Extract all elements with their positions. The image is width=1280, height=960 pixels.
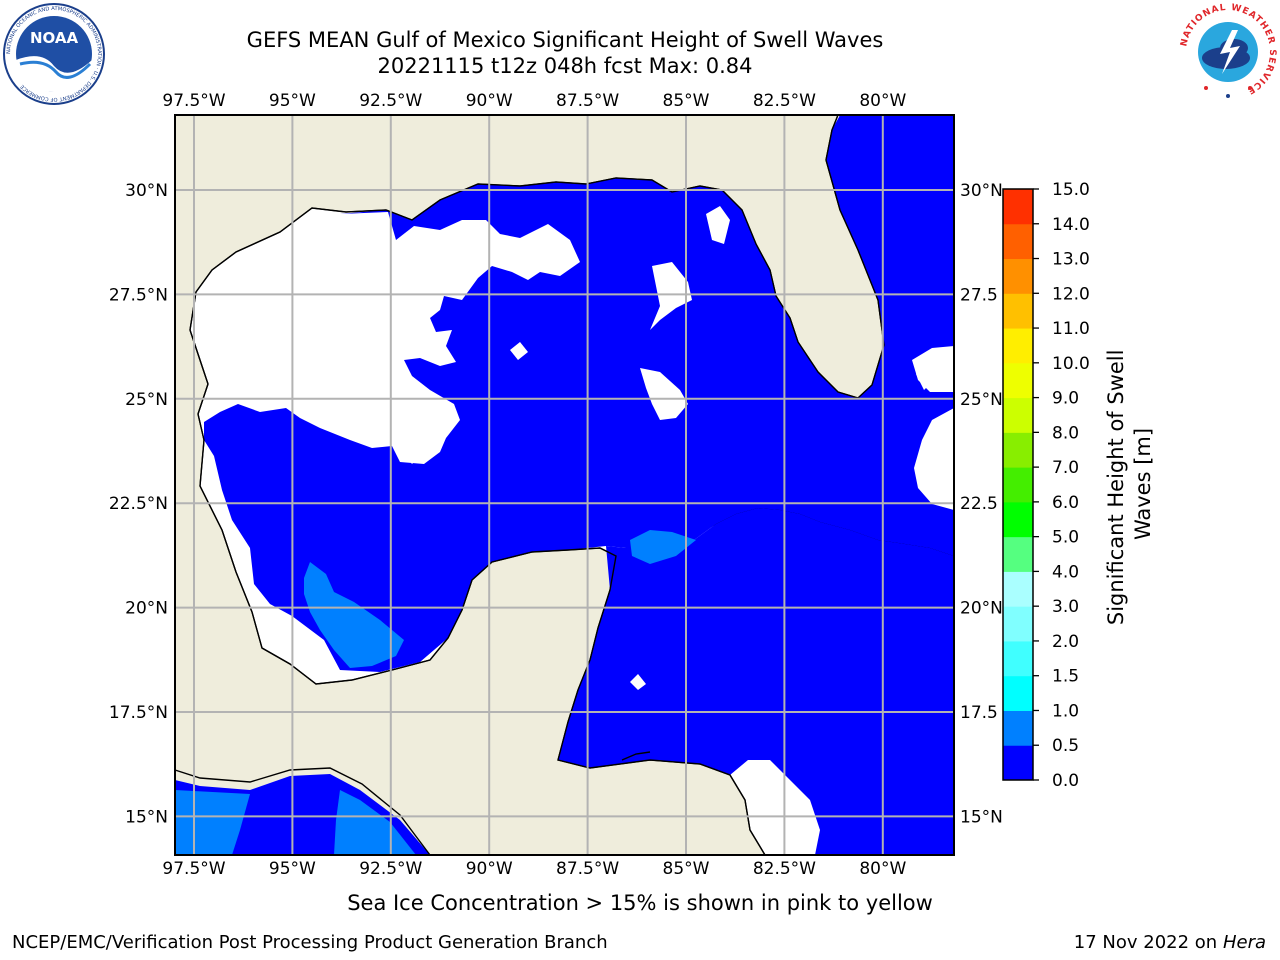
colorbar-band [1003,397,1033,433]
swell-gap-3 [404,446,420,464]
latitude-label-right: 15°N [960,807,1003,827]
colorbar-band [1003,710,1033,746]
colorbar-tick-label: 0.5 [1052,736,1079,756]
colorbar-band [1003,189,1033,225]
latitude-label-right: 22.5 [960,494,998,514]
longitude-label-top: 90°W [466,91,513,111]
credit-line: NCEP/EMC/Verification Post Processing Pr… [12,932,608,953]
svg-text:NOAA: NOAA [30,29,79,47]
colorbar-band [1003,536,1033,572]
latitude-label-right: 20°N [960,599,1003,619]
colorbar-band [1003,745,1033,781]
latitude-label-left: 25°N [125,390,168,410]
colorbar-tick-label: 1.0 [1052,701,1079,721]
colorbar-tick-label: 1.5 [1052,667,1079,687]
chart-subtitle: 20221115 t12z 048h fcst Max: 0.84 [377,54,753,78]
colorbar-tick-label: 4.0 [1052,562,1079,582]
swell-band-0.5-1.0-pacific-2 [334,790,416,855]
colorbar-band [1003,432,1033,468]
colorbar-bands [1003,189,1033,781]
longitude-labels-top: 97.5°W 95°W 92.5°W 90°W 87.5°W 85°W 82.5°W 80°W [162,91,906,111]
sea-ice-note: Sea Ice Concentration > 15% is shown in … [347,891,933,915]
longitude-labels-bottom: 97.5°W 95°W 92.5°W 90°W 87.5°W 85°W 82.5°W 80°W [162,859,906,879]
colorbar-tick-label: 11.0 [1052,319,1090,339]
longitude-label-top: 85°W [663,91,710,111]
colorbar-tick-label: 6.0 [1052,493,1079,513]
swell-band-0.5-1.0-bay-campeche [304,562,404,668]
swell-band-0.5-1.0-yucatan [630,530,696,564]
coastline [174,114,885,856]
colorbar-tick-label: 0.0 [1052,771,1079,791]
colorbar: 0.0 0.5 1.0 1.5 2.0 3.0 4.0 5.0 6.0 7.0 8.0 9.0 10.0… [1002,180,1155,791]
nws-logo: NATIONAL WEATHER SERVICE [1178,2,1278,102]
gridlines [175,115,954,855]
colorbar-tick-label: 8.0 [1052,423,1079,443]
colorbar-band [1003,640,1033,677]
longitude-label-bottom: 90°W [466,859,513,879]
chart-title: GEFS MEAN Gulf of Mexico Significant Hei… [246,28,884,52]
noaa-logo: NATIONAL OCEANIC AND ATMOSPHERIC ADMINIS… [3,3,105,105]
colorbar-tick-label: 13.0 [1052,250,1090,270]
longitude-label-top: 87.5°W [556,91,619,111]
swell-gap-2 [630,674,646,690]
latitude-label-left: 15°N [125,807,168,827]
colorbar-tick-label: 15.0 [1052,180,1090,200]
colorbar-ticks: 0.0 0.5 1.0 1.5 2.0 3.0 4.0 5.0 6.0 7.0 8.0 9.0 10.0… [1033,180,1090,791]
longitude-label-top: 82.5°W [753,91,816,111]
latitude-label-right: 27.5 [960,285,998,305]
colorbar-band [1003,675,1033,711]
longitude-label-top: 80°W [859,91,906,111]
latitude-label-left: 22.5°N [109,494,168,514]
colorbar-band [1003,606,1033,642]
latitude-label-left: 20°N [125,599,168,619]
latitude-label-right: 30°N [960,181,1003,201]
longitude-label-top: 95°W [269,91,316,111]
latitude-labels-left: 30°N 27.5°N 25°N 22.5°N 20°N 17.5°N 15°N [109,181,168,827]
longitude-label-bottom: 92.5°W [359,859,422,879]
colorbar-tick-label: 3.0 [1052,597,1079,617]
latitude-label-left: 27.5°N [109,285,168,305]
colorbar-tick-label: 7.0 [1052,458,1079,478]
longitude-label-bottom: 95°W [269,859,316,879]
longitude-label-bottom: 87.5°W [556,859,619,879]
colorbar-band [1003,501,1033,538]
map-frame [174,114,955,856]
latitude-label-right: 17.5 [960,703,998,723]
longitude-label-bottom: 80°W [859,859,906,879]
longitude-label-top: 92.5°W [359,91,422,111]
colorbar-label: Significant Height of Swell Waves [m] [1104,343,1155,625]
latitude-label-left: 17.5°N [109,703,168,723]
colorbar-band [1003,293,1033,329]
longitude-label-bottom: 97.5°W [162,859,225,879]
swell-gap-1 [510,342,528,360]
swell-gap-5 [640,368,688,420]
colorbar-tick-label: 10.0 [1052,354,1090,374]
colorbar-tick-label: 2.0 [1052,632,1079,652]
colorbar-band [1003,467,1033,503]
longitude-label-bottom: 82.5°W [753,859,816,879]
colorbar-band [1003,223,1033,260]
colorbar-band [1003,258,1033,294]
colorbar-band [1003,362,1033,399]
colorbar-tick-label: 5.0 [1052,528,1079,548]
longitude-label-top: 97.5°W [162,91,225,111]
swell-gap-4 [650,262,692,330]
colorbar-tick-label: 14.0 [1052,215,1090,235]
colorbar-tick-label: 9.0 [1052,389,1079,409]
colorbar-tick-label: 12.0 [1052,284,1090,304]
latitude-labels-right: 30°N 27.5 25°N 22.5 20°N 17.5 15°N [960,181,1003,827]
colorbar-band [1003,571,1033,607]
colorbar-frame [1002,188,1034,781]
latitude-label-left: 30°N [125,181,168,201]
swell-band-0-0.5-caribbean [558,508,954,855]
generation-date: 17 Nov 2022 on Hera [1073,932,1266,953]
map-panel [174,114,955,856]
longitude-label-bottom: 85°W [663,859,710,879]
swell-gap-6 [916,366,934,390]
swell-gap-7 [706,206,730,244]
latitude-label-right: 25°N [960,390,1003,410]
colorbar-band [1003,328,1033,364]
